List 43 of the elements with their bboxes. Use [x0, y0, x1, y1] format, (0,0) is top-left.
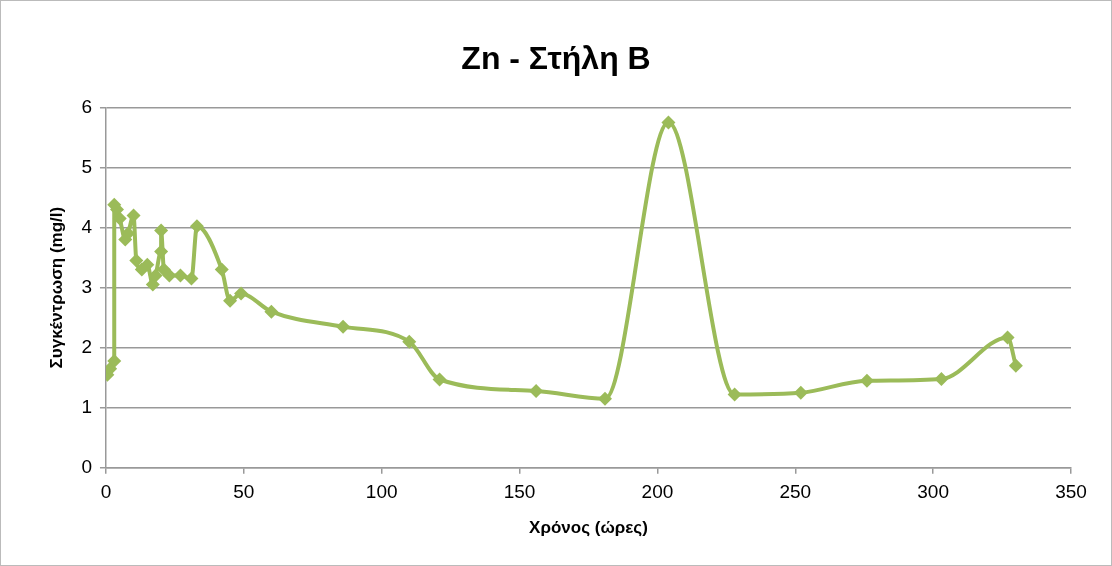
x-axis-title: Χρόνος (ώρες)	[529, 518, 648, 538]
point	[1008, 358, 1023, 373]
y-tick-label: 0	[81, 456, 92, 478]
y-tick-label: 6	[81, 95, 92, 117]
point	[154, 223, 169, 238]
point	[140, 257, 155, 272]
x-tick-label: 250	[779, 481, 812, 503]
y-tick-label: 2	[81, 335, 92, 357]
x-tick-label: 300	[917, 481, 949, 503]
y-tick-label: 1	[81, 395, 92, 417]
y-tick-label: 4	[81, 215, 93, 237]
x-tick-label: 0	[100, 481, 112, 503]
point	[173, 268, 188, 283]
point	[432, 372, 447, 387]
point	[598, 391, 613, 406]
point	[184, 271, 199, 286]
point	[727, 387, 742, 402]
point	[129, 253, 144, 268]
point	[105, 361, 118, 376]
point	[1000, 330, 1015, 345]
chart-title: Zn - Στήλη Β	[461, 40, 651, 77]
y-tick-label: 5	[81, 155, 92, 177]
x-tick-label: 50	[233, 481, 255, 503]
y-tick-label: 3	[81, 275, 92, 297]
x-tick-label: 350	[1055, 481, 1087, 503]
point	[234, 286, 249, 301]
point	[107, 353, 122, 368]
y-axis-title: Συγκέντρωση (mg/l)	[46, 206, 66, 369]
point	[529, 383, 544, 398]
point	[214, 262, 229, 277]
point	[934, 371, 949, 386]
x-tick-label: 150	[503, 481, 536, 503]
point	[402, 334, 417, 349]
x-tick-label: 200	[641, 481, 674, 503]
x-tick-label: 100	[365, 481, 398, 503]
point	[223, 293, 238, 308]
point	[336, 319, 351, 334]
point	[189, 219, 204, 234]
point	[859, 373, 874, 388]
point	[264, 304, 279, 319]
point	[661, 115, 676, 130]
point	[793, 385, 808, 400]
point	[162, 268, 177, 283]
